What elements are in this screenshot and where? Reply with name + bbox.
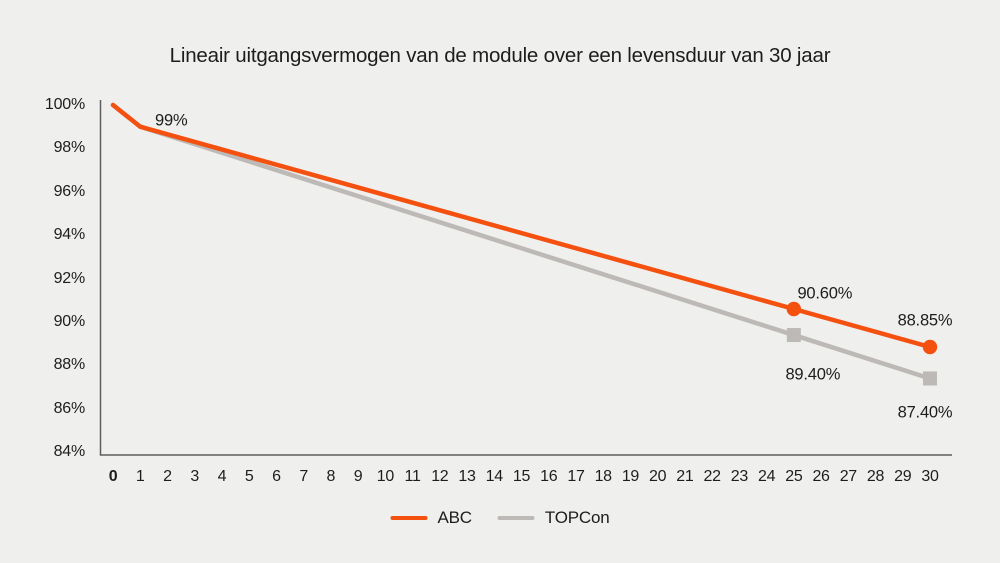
x-tick-26: 26	[812, 468, 830, 485]
x-tick-2: 2	[163, 468, 172, 485]
x-tick-7: 7	[299, 468, 308, 485]
marker-square-topcon-year-30	[922, 371, 937, 386]
x-tick-8: 8	[326, 468, 336, 485]
annotation-topcon-87.40%: 87.40%	[897, 403, 953, 422]
x-tick-12: 12	[431, 468, 449, 485]
x-tick-25: 25	[785, 468, 803, 485]
x-tick-4: 4	[217, 468, 227, 485]
x-tick-15: 15	[512, 468, 531, 485]
y-tick-90%: 90%	[53, 313, 86, 331]
x-tick-10: 10	[376, 468, 395, 485]
y-tick-94%: 94%	[53, 226, 86, 244]
legend-item-abc: ABC	[390, 508, 473, 528]
x-tick-1: 1	[135, 468, 145, 485]
x-tick-28: 28	[866, 468, 885, 485]
marker-square-topcon-year-25	[786, 328, 801, 343]
x-tick-22: 22	[703, 468, 722, 485]
x-tick-24: 24	[757, 468, 776, 485]
y-tick-96%: 96%	[53, 182, 86, 200]
x-tick-27: 27	[839, 468, 858, 485]
x-tick-23: 23	[730, 468, 749, 485]
legend-label-abc: ABC	[437, 508, 473, 527]
y-tick-88%: 88%	[53, 356, 86, 374]
marker-circle-abc-year-30	[922, 339, 938, 355]
x-tick-13: 13	[458, 468, 476, 485]
legend-swatch-topcon	[497, 515, 535, 521]
annotation-topcon-89.40%: 89.40%	[785, 365, 841, 384]
y-tick-98%: 98%	[53, 139, 86, 157]
x-tick-6: 6	[272, 468, 281, 485]
marker-circle-abc-year-25	[786, 301, 802, 317]
legend-label-topcon: TOPCon	[544, 508, 610, 527]
x-tick-0: 0	[108, 468, 118, 485]
y-tick-84%: 84%	[53, 443, 86, 461]
y-tick-92%: 92%	[53, 269, 86, 287]
series-line-topcon	[110, 102, 933, 381]
x-tick-19: 19	[621, 468, 640, 485]
x-axis-tick-labels: 0 1 2 3 4 5 6 7 8 9 10 11 12 13 14 15 16 17 18 19 20 21 22 23 24…	[0, 468, 1000, 486]
x-tick-21: 21	[676, 468, 694, 485]
annotation-abc-90.60%: 90.60%	[797, 284, 853, 303]
x-tick-16: 16	[540, 468, 558, 485]
x-tick-20: 20	[649, 468, 667, 485]
x-tick-14: 14	[485, 468, 504, 485]
x-tick-29: 29	[894, 468, 912, 485]
y-tick-100%: 100%	[44, 96, 85, 113]
x-tick-5: 5	[244, 468, 254, 485]
x-tick-11: 11	[404, 468, 421, 485]
x-tick-30: 30	[921, 468, 939, 485]
legend-swatch-abc	[390, 515, 428, 521]
annotation-abc-99%: 99%	[155, 111, 188, 130]
chart-legend: ABC TOPCon	[390, 508, 610, 528]
y-tick-86%: 86%	[53, 399, 86, 417]
annotation-abc-88.85%: 88.85%	[897, 311, 953, 330]
axis-lines	[99, 100, 952, 456]
series-line-abc	[110, 102, 933, 350]
chart-title: Lineair uitgangsvermogen van de module o…	[169, 44, 831, 67]
x-tick-18: 18	[594, 468, 613, 485]
x-tick-17: 17	[567, 468, 585, 485]
legend-item-topcon: TOPCon	[497, 508, 610, 528]
x-tick-9: 9	[353, 468, 363, 485]
x-tick-3: 3	[190, 468, 199, 485]
